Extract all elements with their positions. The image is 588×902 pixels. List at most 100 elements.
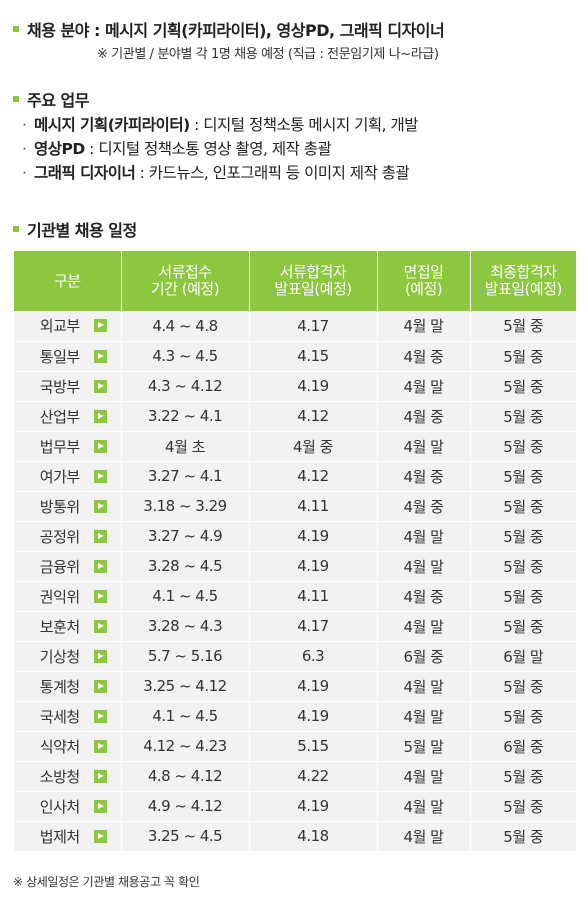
org-name: 인사처 [39,797,80,816]
duty-desc: : 디지털 정책소통 메시지 기획, 개발 [189,116,419,134]
table-row: 법무부 4월 초 4월 중 4월 말 5월 중 [14,431,576,462]
interview-cell: 4월 중 [377,401,471,432]
table-row: 권익위 4.1 ~ 4.5 4.11 4월 중 5월 중 [14,581,576,612]
apply-period-cell: 4.12 ~ 4.23 [121,731,250,762]
play-arrow-icon[interactable] [93,469,107,483]
table-body: 외교부 4.4 ~ 4.8 4.17 4월 말 5월 중 통일부 4.3 ~ 4.5 4.15… [14,311,576,852]
apply-period-cell: 4월 초 [121,431,250,462]
org-name: 공정위 [39,527,80,546]
org-cell: 공정위 [14,521,122,552]
org-name: 산업부 [39,407,80,426]
play-arrow-icon[interactable] [93,379,107,393]
org-cell: 금융위 [14,551,122,582]
duty-desc: : 카드뉴스, 인포그래픽 등 이미지 제작 총괄 [135,164,410,182]
final-result-cell: 5월 중 [470,821,576,852]
org-name: 법제처 [39,827,80,846]
play-arrow-icon[interactable] [93,559,107,573]
apply-period-cell: 3.22 ~ 4.1 [121,401,250,432]
org-cell: 기상청 [14,641,122,672]
play-arrow-icon[interactable] [93,409,107,423]
play-arrow-icon[interactable] [93,679,107,693]
duties-heading-text: 주요 업무 [27,91,89,110]
table-row: 국세청 4.1 ~ 4.5 4.19 4월 말 5월 중 [14,701,576,732]
interview-cell: 4월 말 [377,821,471,852]
final-result-cell: 5월 중 [470,371,576,402]
schedule-heading-text: 기관별 채용 일정 [27,221,137,240]
doc-result-cell: 4.15 [249,341,378,372]
apply-period-cell: 5.7 ~ 5.16 [121,641,250,672]
interview-cell: 4월 말 [377,791,471,822]
org-cell: 방통위 [14,491,122,522]
final-result-cell: 6월 중 [470,731,576,762]
org-cell: 여가부 [14,461,122,492]
duty-title: 영상PD [34,140,85,158]
doc-result-cell: 4.19 [249,551,378,582]
interview-cell: 4월 중 [377,491,471,522]
play-arrow-icon[interactable] [93,769,107,783]
org-cell: 통일부 [14,341,122,372]
play-arrow-icon[interactable] [93,829,107,843]
org-cell: 인사처 [14,791,122,822]
play-arrow-icon[interactable] [93,649,107,663]
org-cell: 통계청 [14,671,122,702]
org-cell: 보훈처 [14,611,122,642]
table-row: 금융위 3.28 ~ 4.5 4.19 4월 말 5월 중 [14,551,576,582]
apply-period-cell: 4.8 ~ 4.12 [121,761,250,792]
play-arrow-icon[interactable] [93,739,107,753]
table-row: 통일부 4.3 ~ 4.5 4.15 4월 중 5월 중 [14,341,576,372]
org-cell: 식약처 [14,731,122,762]
play-arrow-icon[interactable] [93,529,107,543]
apply-period-cell: 3.25 ~ 4.5 [121,821,250,852]
play-arrow-icon[interactable] [93,349,107,363]
doc-result-cell: 4.22 [249,761,378,792]
footer-note: ※ 상세일정은 기관별 채용공고 꼭 확인 [13,875,200,889]
final-result-cell: 5월 중 [470,521,576,552]
final-result-cell: 5월 중 [470,491,576,522]
org-name: 외교부 [39,317,80,336]
column-header: 구분 [14,251,122,311]
interview-cell: 4월 말 [377,551,471,582]
apply-period-cell: 4.1 ~ 4.5 [121,581,250,612]
play-arrow-icon[interactable] [93,589,107,603]
org-name: 방통위 [39,497,80,516]
play-arrow-icon[interactable] [93,799,107,813]
schedule-table: 구분 서류접수 기간 (예정) 서류합격자 발표일(예정) 면접일 (예정) 최종합격자 발표일… [14,251,576,852]
final-result-cell: 5월 중 [470,401,576,432]
play-arrow-icon[interactable] [93,619,107,633]
square-bullet-icon [13,226,19,232]
column-header: 서류합격자 발표일(예정) [249,251,378,311]
interview-cell: 6월 중 [377,641,471,672]
play-arrow-icon[interactable] [93,439,107,453]
play-arrow-icon[interactable] [93,319,107,333]
table-row: 공정위 3.27 ~ 4.9 4.19 4월 말 5월 중 [14,521,576,552]
org-cell: 소방청 [14,761,122,792]
apply-period-cell: 3.28 ~ 4.3 [121,611,250,642]
recruit-heading-text: 채용 분야 : 메시지 기획(카피라이터), 영상PD, 그래픽 디자이너 [27,21,445,40]
final-result-cell: 5월 중 [470,761,576,792]
table-row: 방통위 3.18 ~ 3.29 4.11 4월 중 5월 중 [14,491,576,522]
org-cell: 법무부 [14,431,122,462]
duties-heading: 주요 업무 [13,87,89,111]
org-name: 보훈처 [39,617,80,636]
play-arrow-icon[interactable] [93,709,107,723]
schedule-heading: 기관별 채용 일정 [13,217,137,241]
column-header: 최종합격자 발표일(예정) [470,251,576,311]
table-row: 국방부 4.3 ~ 4.12 4.19 4월 말 5월 중 [14,371,576,402]
table-row: 인사처 4.9 ~ 4.12 4.19 4월 말 5월 중 [14,791,576,822]
final-result-cell: 5월 중 [470,431,576,462]
final-result-cell: 5월 중 [470,551,576,582]
interview-cell: 4월 중 [377,461,471,492]
final-result-cell: 5월 중 [470,461,576,492]
apply-period-cell: 3.18 ~ 3.29 [121,491,250,522]
apply-period-cell: 3.25 ~ 4.12 [121,671,250,702]
duty-desc: : 디지털 정책소통 영상 촬영, 제작 총괄 [84,140,332,158]
doc-result-cell: 4.17 [249,311,378,342]
interview-cell: 4월 중 [377,341,471,372]
interview-cell: 5월 말 [377,731,471,762]
doc-result-cell: 4.19 [249,791,378,822]
interview-cell: 4월 말 [377,611,471,642]
final-result-cell: 5월 중 [470,341,576,372]
org-name: 법무부 [39,437,80,456]
table-row: 기상청 5.7 ~ 5.16 6.3 6월 중 6월 말 [14,641,576,672]
play-arrow-icon[interactable] [93,499,107,513]
